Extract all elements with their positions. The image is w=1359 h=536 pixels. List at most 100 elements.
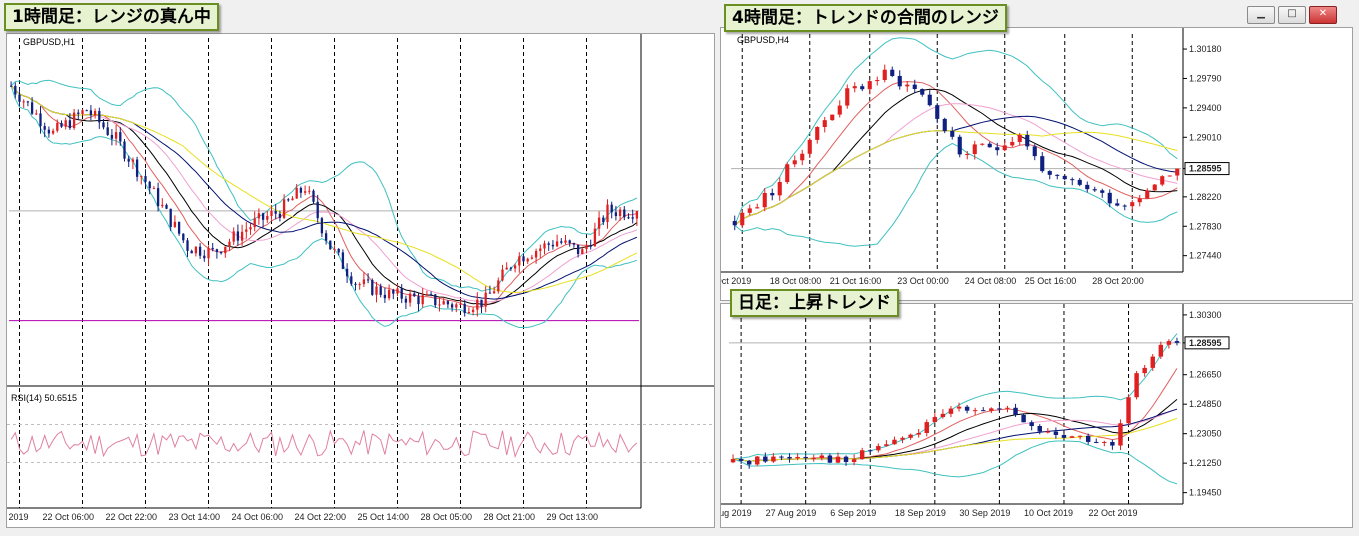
y-tick-label: 1.24850 (1189, 399, 1222, 409)
candle-bull (755, 456, 760, 465)
candle-bear (190, 250, 193, 254)
candle-bull (455, 304, 458, 308)
d1-chart-svg[interactable]: 15 Aug 2019 27 Aug 2019 6 Sep 2019 18 Sep 2… (721, 304, 1352, 527)
maximize-button[interactable]: □ (1278, 6, 1306, 24)
h1-symbol-label: GBPUSD,H1 (23, 37, 76, 47)
candle-bull (152, 188, 156, 190)
ma-42 (10, 85, 638, 294)
candle-bear (572, 243, 576, 245)
x-tick-label: 25 Oct 16:00 (1025, 276, 1077, 286)
candle-bull (900, 437, 905, 440)
candle-bear (106, 127, 109, 135)
candle-bear (957, 136, 962, 155)
candle-bull (539, 248, 542, 252)
h1-rsi-label: RSI(14) 50.6515 (11, 393, 78, 403)
x-tick-label: 6 Sep 2019 (830, 508, 876, 518)
minimize-button[interactable]: ▁ (1247, 6, 1275, 24)
candle-bear (912, 84, 917, 90)
y-tick-label: 1.30180 (1189, 44, 1222, 54)
candle-bull (581, 249, 584, 255)
h4-chart-svg[interactable]: 17 Oct 2019 18 Oct 08:00 21 Oct 16:00 23 Oc… (721, 28, 1352, 300)
candle-bull (980, 143, 985, 145)
candle-bear (9, 85, 13, 87)
bollinger-upper (734, 37, 1178, 226)
x-tick-label: 27 Aug 2019 (766, 508, 817, 518)
h1-chart-svg[interactable]: 21 Oct 2019 22 Oct 06:00 22 Oct 22:00 23 Oc… (7, 34, 714, 527)
candle-bull (830, 114, 835, 121)
candle-bear (127, 158, 130, 162)
candle-bear (770, 192, 775, 196)
x-tick-label: 18 Oct 08:00 (770, 276, 822, 286)
h4-chart-panel[interactable]: 17 Oct 2019 18 Oct 08:00 21 Oct 16:00 23 Oc… (720, 27, 1353, 301)
candle-bull (1160, 176, 1165, 185)
candle-bear (1053, 431, 1059, 435)
bollinger-upper (732, 333, 1178, 460)
h1-title-badge: 1時間足：レンジの真ん中 (4, 3, 219, 31)
x-tick-label: 28 Oct 20:00 (1092, 276, 1144, 286)
candle-bear (589, 245, 592, 247)
close-button[interactable]: ✕ (1309, 6, 1337, 24)
candle-bull (492, 291, 496, 294)
candle-bear (1037, 426, 1042, 432)
candle-bear (148, 181, 151, 189)
candle-bear (1061, 434, 1067, 438)
candle-bull (1102, 441, 1107, 443)
ma-medium (10, 85, 638, 305)
candle-bear (110, 134, 114, 139)
candle-bull (291, 198, 294, 201)
ma-21 (10, 85, 638, 303)
candle-bear (446, 301, 450, 305)
y-tick-label: 1.21250 (1189, 458, 1222, 468)
candle-bear (371, 280, 374, 295)
candle-bear (522, 256, 525, 262)
candle-bull (606, 204, 609, 223)
candle-bear (860, 86, 865, 90)
candle-bull (408, 293, 412, 303)
candle-bull (564, 240, 567, 243)
y-tick-label: 1.23050 (1189, 429, 1222, 439)
candle-bear (119, 132, 122, 142)
candle-bull (358, 284, 361, 286)
candle-bear (576, 244, 580, 255)
candle-bear (746, 460, 752, 465)
candle-bull (852, 86, 857, 89)
candle-bear (98, 111, 101, 123)
candle-bull (1118, 423, 1123, 446)
candle-bear (1094, 441, 1099, 443)
candle-bear (1174, 341, 1180, 343)
bollinger-lower (10, 85, 638, 329)
bollinger-upper (10, 79, 638, 292)
current-price-tag (1184, 336, 1230, 350)
candle-bear (383, 294, 387, 299)
candle-bull (924, 422, 929, 433)
candle-bear (198, 246, 202, 256)
candle-bull (1002, 145, 1007, 151)
candle-bull (232, 231, 235, 242)
candle-bear (1107, 192, 1112, 204)
candle-bear (156, 188, 160, 207)
candle-bull (822, 120, 827, 127)
candle-bear (182, 233, 185, 241)
candle-bull (755, 207, 760, 209)
candle-bear (950, 131, 955, 137)
d1-chart-panel[interactable]: 15 Aug 2019 27 Aug 2019 6 Sep 2019 18 Sep 2… (720, 303, 1353, 528)
candle-bull (851, 459, 857, 463)
h4-title-badge: 4時間足：トレンドの合間のレンジ (724, 4, 1007, 32)
candle-bull (635, 210, 639, 219)
rsi-line (10, 429, 638, 459)
candle-bull (476, 299, 479, 310)
candle-bull (22, 101, 25, 103)
candle-bull (362, 279, 366, 285)
candle-bear (18, 94, 21, 102)
candle-bear (379, 286, 382, 295)
candle-bear (631, 217, 634, 219)
h1-chart-panel[interactable]: 21 Oct 2019 22 Oct 06:00 22 Oct 22:00 23 Oc… (6, 33, 715, 528)
candle-bull (442, 301, 445, 305)
candle-bull (916, 432, 921, 435)
candle-bear (551, 244, 555, 247)
candle-bear (85, 110, 88, 112)
candle-bull (295, 187, 298, 199)
candle-bear (324, 233, 328, 241)
current-price-tag (1184, 162, 1230, 176)
candle-bear (1085, 435, 1091, 442)
